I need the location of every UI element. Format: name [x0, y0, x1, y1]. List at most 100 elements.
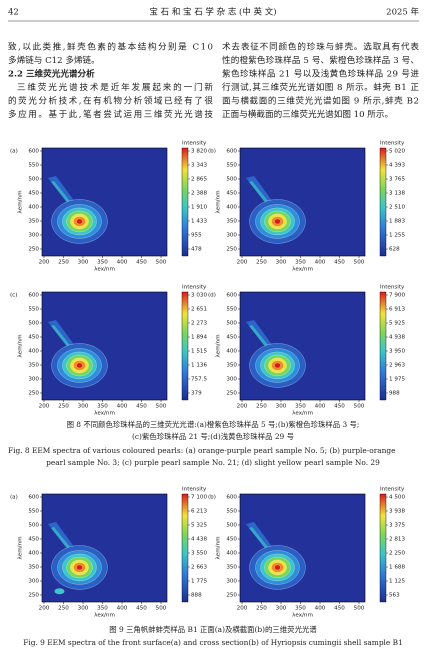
y-axis-title: λem/nm [18, 536, 24, 559]
x-tick-label: 400 [117, 606, 128, 612]
x-tick-label: 450 [334, 260, 345, 266]
y-tick-label: 600 [28, 495, 39, 501]
x-tick-label: 350 [295, 606, 306, 612]
colorbar-tick-label: 3 820 [191, 149, 207, 155]
y-tick-label: 600 [28, 293, 39, 299]
eem-panel: 600 550 500 450 400 350 300 250 200 250 300 350 400 4… [208, 285, 405, 417]
contour-plot [246, 320, 306, 388]
plot-background [42, 148, 167, 256]
colorbar-tick-label: 3 343 [191, 163, 207, 169]
colorbar-tick-label: 757.5 [191, 377, 207, 383]
y-tick-label: 300 [28, 233, 39, 239]
y-tick-label: 550 [28, 307, 39, 313]
colorbar-tick-label: 1 910 [191, 205, 207, 211]
colorbar-tick-label: 1 975 [389, 377, 405, 383]
y-tick-label: 500 [28, 523, 39, 529]
colorbar-tick-label: 4 938 [389, 335, 405, 341]
colorbar [379, 147, 387, 257]
colorbar-tick-label: 1 433 [191, 219, 207, 225]
body-line: 性的橙紫色珍珠样品 5 号、紫橙色珍珠样品 3 号、 [222, 54, 419, 66]
y-axis-title: λem/nm [18, 190, 24, 213]
plot-frame [239, 493, 366, 603]
y-tick-label: 300 [28, 579, 39, 585]
x-tick-label: 500 [354, 606, 365, 612]
y-tick-label: 550 [226, 509, 237, 515]
body-line: 致,以此类推,鲜壳色素的基本结构分别是 C10 [8, 41, 213, 53]
body-line: 术去表征不同颜色的珍珠与蚌壳。选取具有代表 [222, 41, 419, 53]
contour-level [274, 362, 281, 369]
panel-label: (d) [208, 293, 216, 299]
colorbar-tick-label: 2 963 [389, 363, 405, 369]
body-line: 行测试,其三维荧光光谱如图 8 所示。蚌壳 B1 正 [222, 81, 419, 93]
contour-level [76, 564, 83, 571]
colorbar-tick-label: 628 [389, 247, 400, 253]
contour-plot [246, 522, 306, 590]
y-axis-title: λem/nm [216, 334, 222, 357]
y-tick-label: 250 [28, 247, 39, 253]
y-tick-label: 250 [28, 391, 39, 397]
y-tick-label: 600 [28, 149, 39, 155]
x-tick-label: 450 [136, 606, 147, 612]
y-axis-title: λem/nm [216, 190, 222, 213]
body-line: 三维荧光光谱技术是近年发展起来的一门新 [17, 81, 213, 93]
eem-panel: 600 550 500 450 400 350 300 250 200 250 300 350 400 4… [208, 141, 405, 273]
y-tick-label: 500 [28, 321, 39, 327]
colorbar-tick-label: 1 894 [191, 335, 207, 341]
y-tick-label: 400 [28, 205, 39, 211]
body-line: 紫色珍珠样品 21 号以及浅黄色珍珠样品 29 号进 [222, 68, 419, 80]
x-axis-title: λex/nm [292, 267, 313, 273]
colorbar-tick-label: 1 125 [389, 579, 405, 585]
colorbar-tick-label: 6 213 [191, 509, 207, 515]
x-tick-label: 450 [136, 260, 147, 266]
body-line: 多应用。基于此,笔者尝试运用三维荧光光谱技 [8, 108, 213, 120]
colorbar [181, 291, 189, 401]
colorbar-tick-label: 2 865 [191, 177, 207, 183]
y-tick-label: 550 [28, 509, 39, 515]
colorbar-tick-label: 5 325 [191, 523, 207, 529]
colorbar-tick-label: 3 375 [389, 523, 405, 529]
colorbar-tick-label: 4 438 [191, 537, 207, 543]
colorbar-tick-label: 3 550 [191, 551, 207, 557]
body-line: 面与横截面的三维荧光光谱如图 9 所示,蚌壳 B2 [222, 95, 419, 107]
colorbar-tick-label: 6 913 [389, 307, 405, 313]
colorbar [181, 147, 189, 257]
colorbar-tick-label: 379 [191, 391, 202, 397]
x-tick-label: 200 [39, 260, 50, 266]
panel-label: (b) [208, 149, 216, 155]
x-tick-label: 200 [237, 606, 248, 612]
colorbar-title: Intensity [182, 141, 207, 147]
y-tick-label: 550 [226, 163, 237, 169]
y-tick-label: 450 [226, 191, 237, 197]
x-tick-label: 250 [58, 260, 69, 266]
plot-frame [239, 291, 366, 401]
y-tick-label: 350 [28, 219, 39, 225]
x-tick-label: 250 [256, 606, 267, 612]
x-tick-label: 400 [315, 404, 326, 410]
x-tick-label: 350 [97, 606, 108, 612]
y-tick-label: 400 [28, 551, 39, 557]
y-tick-label: 500 [226, 523, 237, 529]
page-number: 42 [8, 8, 19, 18]
body-line: 多烯链与 C12 多烯链。 [8, 54, 100, 66]
caption-cn: 图 8 不同颜色珍珠样品的三维荧光光谱:(a)橙紫色珍珠样品 5 号;(b)紫橙… [67, 420, 360, 429]
x-tick-label: 200 [237, 260, 248, 266]
colorbar-tick-label: 3 765 [389, 177, 405, 183]
colorbar-tick-label: 5 020 [389, 149, 405, 155]
year: 2025 年 [386, 7, 419, 18]
y-tick-label: 400 [226, 349, 237, 355]
contour-level [76, 218, 83, 225]
y-tick-label: 300 [28, 377, 39, 383]
x-tick-label: 300 [276, 606, 287, 612]
y-tick-label: 250 [226, 391, 237, 397]
x-tick-label: 500 [156, 260, 167, 266]
x-tick-label: 250 [256, 404, 267, 410]
x-tick-label: 300 [78, 606, 89, 612]
x-tick-label: 350 [97, 260, 108, 266]
colorbar-tick-label: 2 388 [191, 191, 207, 197]
colorbar-tick-label: 2 250 [389, 551, 405, 557]
left-column: 致,以此类推,鲜壳色素的基本结构分别是 C10 多烯链与 C12 多烯链。 2.… [8, 41, 213, 121]
panel-label: (a) [10, 495, 18, 501]
eem-panel: 600 550 500 450 400 350 300 250 200 250 300 350 400 4… [10, 141, 207, 273]
plot-background [240, 494, 365, 602]
